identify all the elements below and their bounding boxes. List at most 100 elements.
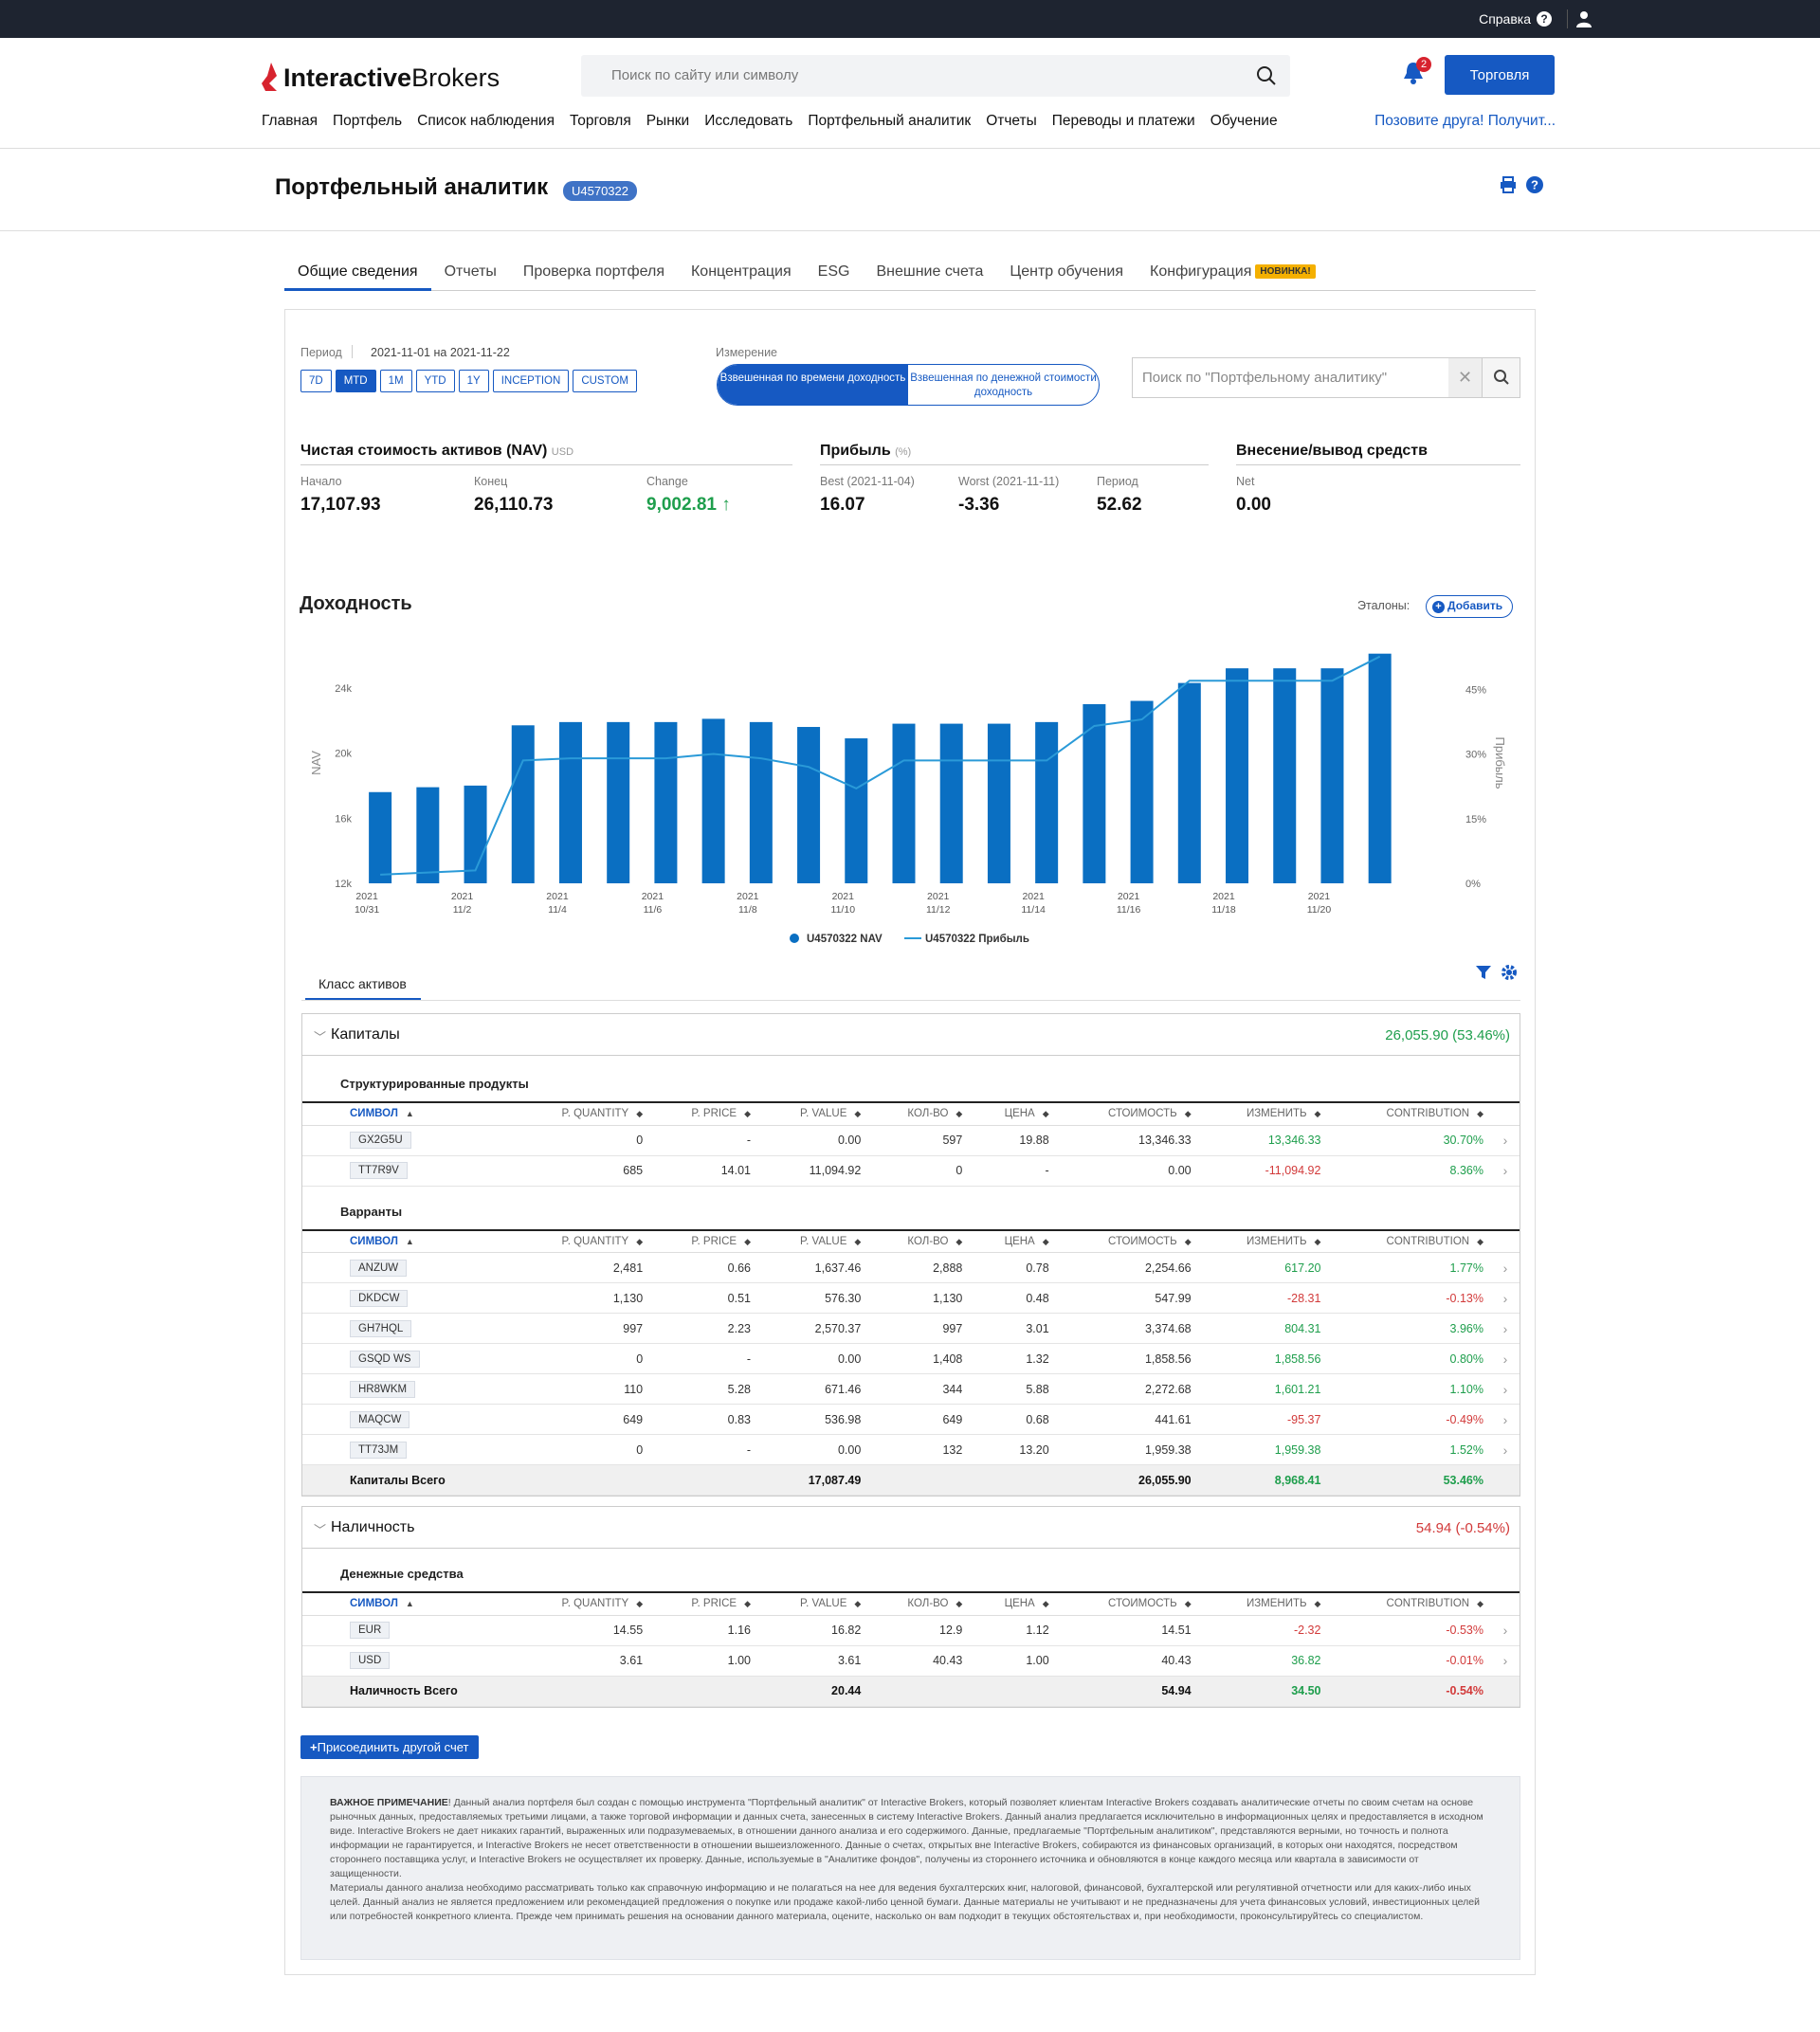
- period-1y-button[interactable]: 1Y: [458, 370, 489, 392]
- column-header[interactable]: СИМВОЛ ▲: [302, 1101, 511, 1126]
- logo[interactable]: Interactive Brokers: [262, 63, 500, 93]
- chevron-right-icon[interactable]: ›: [1491, 1282, 1520, 1314]
- account-badge[interactable]: U4570322: [563, 181, 637, 201]
- symbol-badge[interactable]: USD: [350, 1652, 391, 1669]
- column-header[interactable]: P. VALUE ◆: [758, 1101, 869, 1126]
- table-row[interactable]: MAQCW 649 0.83 536.98 649 0.68 441.61 -95.37 -0.…: [302, 1404, 1520, 1435]
- chevron-right-icon[interactable]: ›: [1491, 1155, 1520, 1187]
- table-row[interactable]: GX2G5U 0-0.00 597 19.88 13,346.33 13,346.33 30…: [302, 1125, 1520, 1156]
- tab-esg[interactable]: ESG: [817, 263, 850, 280]
- period-inception-button[interactable]: INCEPTION: [492, 370, 570, 392]
- join-account-button[interactable]: +Присоединить другой счет: [300, 1735, 479, 1759]
- user-icon[interactable]: [1575, 10, 1592, 27]
- column-header[interactable]: СИМВОЛ ▲: [302, 1591, 511, 1616]
- nav-markets[interactable]: Рынки: [646, 113, 690, 129]
- column-header[interactable]: P. QUANTITY ◆: [511, 1228, 651, 1253]
- site-search-input[interactable]: Поиск по сайту или символу: [581, 55, 1290, 97]
- chevron-right-icon[interactable]: ›: [1491, 1615, 1520, 1646]
- column-header[interactable]: CONTRIBUTION ◆: [1328, 1101, 1491, 1126]
- column-header[interactable]: ИЗМЕНИТЬ ◆: [1198, 1101, 1329, 1126]
- column-header[interactable]: ИЗМЕНИТЬ ◆: [1198, 1591, 1329, 1616]
- chevron-right-icon[interactable]: ›: [1491, 1645, 1520, 1677]
- help-link[interactable]: Справка ?: [1479, 11, 1552, 27]
- column-header[interactable]: P. PRICE ◆: [650, 1101, 758, 1126]
- symbol-badge[interactable]: EUR: [350, 1622, 391, 1639]
- chevron-right-icon[interactable]: ›: [1491, 1252, 1520, 1283]
- equities-header[interactable]: ﹀ Капиталы 26,055.90 (53.46%): [302, 1014, 1520, 1056]
- table-row[interactable]: ANZUW 2,481 0.66 1,637.46 2,888 0.78 2,254.66 6…: [302, 1252, 1520, 1283]
- refer-friend-link[interactable]: Позовите друга! Получит...: [1374, 113, 1556, 129]
- symbol-badge[interactable]: GSQD WS: [350, 1350, 420, 1368]
- nav-home[interactable]: Главная: [262, 113, 318, 129]
- symbol-badge[interactable]: GX2G5U: [350, 1132, 411, 1149]
- column-header[interactable]: CONTRIBUTION ◆: [1328, 1228, 1491, 1253]
- period-custom-button[interactable]: CUSTOM: [573, 370, 637, 392]
- tab-portfolio-check[interactable]: Проверка портфеля: [522, 263, 664, 280]
- column-header[interactable]: СТОИМОСТЬ ◆: [1056, 1101, 1199, 1126]
- print-icon[interactable]: [1500, 176, 1517, 193]
- symbol-badge[interactable]: MAQCW: [350, 1410, 410, 1428]
- chevron-right-icon[interactable]: ›: [1491, 1373, 1520, 1405]
- tab-configuration[interactable]: Конфигурация НОВИНКА!: [1137, 260, 1329, 291]
- table-row[interactable]: GSQD WS 0-0.00 1,408 1.32 1,858.56 1,858.56 0.…: [302, 1343, 1520, 1374]
- period-7d-button[interactable]: 7D: [300, 370, 332, 392]
- chevron-right-icon[interactable]: ›: [1491, 1313, 1520, 1344]
- symbol-badge[interactable]: GH7HQL: [350, 1319, 412, 1337]
- period-ytd-button[interactable]: YTD: [415, 370, 455, 392]
- cash-header[interactable]: ﹀ Наличность 54.94 (-0.54%): [302, 1507, 1520, 1549]
- symbol-badge[interactable]: DKDCW: [350, 1289, 409, 1307]
- gear-icon[interactable]: [1501, 964, 1518, 981]
- chevron-right-icon[interactable]: ›: [1491, 1404, 1520, 1435]
- column-header[interactable]: ЦЕНА ◆: [970, 1101, 1057, 1126]
- column-header[interactable]: P. PRICE ◆: [650, 1228, 758, 1253]
- analyst-search-button[interactable]: [1482, 358, 1520, 397]
- symbol-badge[interactable]: HR8WKM: [350, 1380, 416, 1398]
- column-header[interactable]: ЦЕНА ◆: [970, 1591, 1057, 1616]
- period-1m-button[interactable]: 1M: [379, 370, 412, 392]
- nav-watchlist[interactable]: Список наблюдения: [417, 113, 555, 129]
- table-row[interactable]: EUR 14.55 1.16 16.82 12.9 1.12 14.51 -2.32 -0.53…: [302, 1615, 1520, 1646]
- trade-button[interactable]: Торговля: [1445, 55, 1555, 95]
- symbol-badge[interactable]: TT73JM: [350, 1441, 408, 1459]
- add-benchmark-button[interactable]: + Добавить: [1426, 595, 1514, 618]
- tab-learning-center[interactable]: Центр обучения: [1010, 263, 1124, 280]
- column-header[interactable]: ИЗМЕНИТЬ ◆: [1198, 1228, 1329, 1253]
- filter-icon[interactable]: [1475, 964, 1492, 981]
- column-header[interactable]: КОЛ-ВО ◆: [868, 1228, 971, 1253]
- column-header[interactable]: P. VALUE ◆: [758, 1228, 869, 1253]
- column-header[interactable]: P. VALUE ◆: [758, 1591, 869, 1616]
- analyst-search-input[interactable]: Поиск по "Портфельному аналитику" ✕: [1132, 357, 1520, 398]
- column-header[interactable]: CONTRIBUTION ◆: [1328, 1591, 1491, 1616]
- column-header[interactable]: P. PRICE ◆: [650, 1591, 758, 1616]
- table-row[interactable]: USD 3.61 1.00 3.61 40.43 1.00 40.43 36.82 -0.01%…: [302, 1645, 1520, 1677]
- symbol-badge[interactable]: ANZUW: [350, 1259, 408, 1277]
- nav-research[interactable]: Исследовать: [704, 113, 793, 129]
- nav-portfolio-analyst[interactable]: Портфельный аналитик: [808, 113, 972, 129]
- nav-portfolio[interactable]: Портфель: [333, 113, 403, 129]
- column-header[interactable]: ЦЕНА ◆: [970, 1228, 1057, 1253]
- nav-transfers[interactable]: Переводы и платежи: [1051, 113, 1195, 129]
- period-mtd-button[interactable]: MTD: [335, 370, 376, 392]
- column-header[interactable]: КОЛ-ВО ◆: [868, 1101, 971, 1126]
- nav-trade[interactable]: Торговля: [569, 113, 631, 129]
- clear-icon[interactable]: ✕: [1448, 358, 1482, 397]
- chevron-right-icon[interactable]: ›: [1491, 1343, 1520, 1374]
- column-header[interactable]: КОЛ-ВО ◆: [868, 1591, 971, 1616]
- column-header[interactable]: P. QUANTITY ◆: [511, 1101, 651, 1126]
- money-weighted-option[interactable]: Взвешенная по денежной стоимости доходно…: [910, 372, 1097, 398]
- nav-reports[interactable]: Отчеты: [986, 113, 1037, 129]
- table-row[interactable]: TT73JM 0-0.00 132 13.20 1,959.38 1,959.38 1.52…: [302, 1434, 1520, 1465]
- nav-education[interactable]: Обучение: [1210, 113, 1278, 129]
- column-header[interactable]: P. QUANTITY ◆: [511, 1591, 651, 1616]
- table-row[interactable]: DKDCW 1,130 0.51 576.30 1,130 0.48 547.99 -28.3…: [302, 1282, 1520, 1314]
- time-weighted-option[interactable]: Взвешенная по времени доходность: [718, 365, 908, 405]
- chevron-right-icon[interactable]: ›: [1491, 1125, 1520, 1156]
- table-row[interactable]: TT7R9V 685 14.01 11,094.92 0-0.00 -11,094.92 8…: [302, 1155, 1520, 1187]
- chevron-right-icon[interactable]: ›: [1491, 1434, 1520, 1465]
- help-circle-icon[interactable]: ?: [1526, 176, 1543, 193]
- column-header[interactable]: СИМВОЛ ▲: [302, 1228, 511, 1253]
- tab-overview[interactable]: Общие сведения: [284, 260, 431, 291]
- table-row[interactable]: HR8WKM 110 5.28 671.46 344 5.88 2,272.68 1,601.…: [302, 1373, 1520, 1405]
- tab-asset-class[interactable]: Класс активов: [305, 965, 421, 1001]
- tab-reports[interactable]: Отчеты: [444, 263, 497, 280]
